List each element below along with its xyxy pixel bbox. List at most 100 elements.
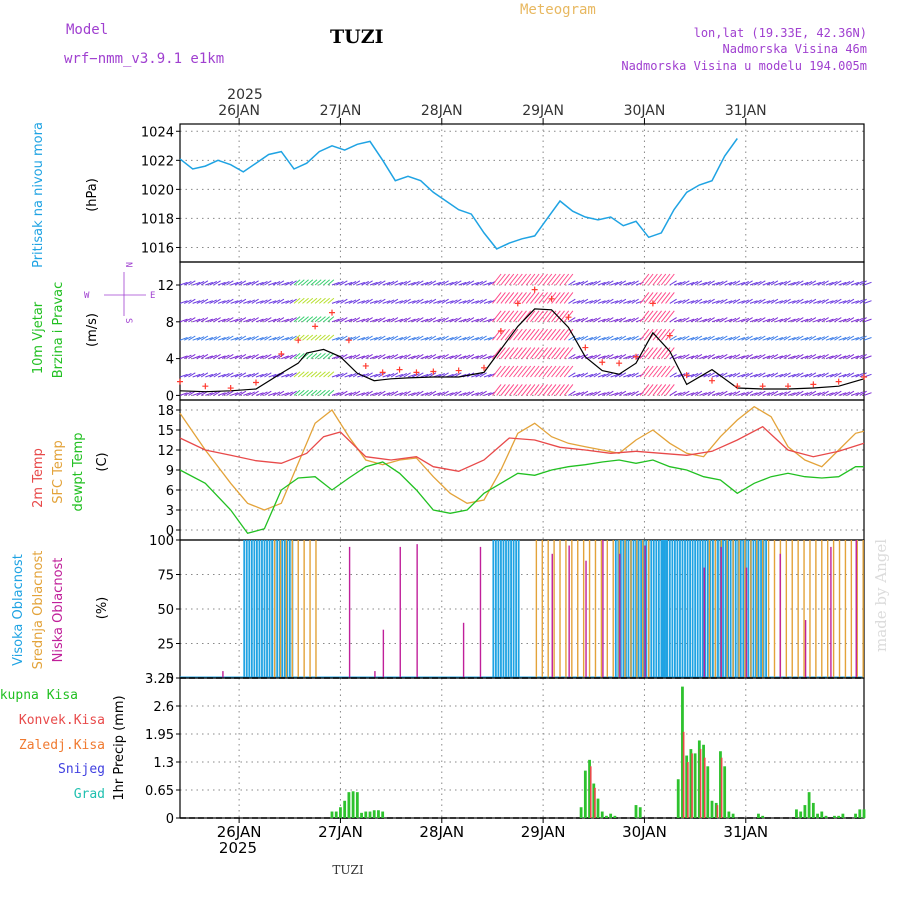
wind-barb — [407, 392, 416, 396]
cloud-mid-bar — [844, 540, 847, 678]
wind-barb — [648, 310, 658, 323]
cloud-high-bar — [696, 540, 699, 678]
wind-barb — [382, 392, 391, 396]
wind-barb — [568, 372, 576, 378]
wind-barb — [749, 281, 758, 286]
wind-barb — [724, 373, 733, 378]
cloud-high-bar — [681, 540, 684, 678]
wind-barb — [255, 392, 264, 396]
wind-barb — [323, 297, 331, 304]
cloud-mid-bar — [714, 540, 717, 678]
y-tick-label: 0 — [166, 524, 174, 539]
wind-barb — [783, 335, 791, 341]
wind-barb — [268, 337, 277, 341]
cloud-low-bar — [479, 546, 482, 678]
wind-barb — [669, 317, 677, 323]
y-tick-label: 1.3 — [153, 756, 174, 771]
wind-barb — [804, 299, 813, 304]
cloud-mid-bar — [797, 540, 799, 678]
wind-barb — [483, 281, 492, 286]
wind-barb — [855, 317, 864, 323]
wind-barb — [310, 371, 318, 378]
wind-barb — [285, 373, 294, 378]
wind-barb — [382, 337, 391, 341]
wind-barb — [230, 300, 239, 304]
wind-barb — [272, 391, 281, 396]
wind-barb — [500, 292, 510, 304]
wind-barb — [222, 336, 230, 341]
wind-barb — [838, 373, 847, 378]
precip-conv-bar — [682, 731, 685, 818]
wind-barb — [517, 273, 527, 286]
wind-barb — [796, 390, 804, 396]
cloud-mid-bar — [565, 540, 567, 678]
wind-barb — [559, 328, 570, 341]
wind-barb — [205, 337, 213, 341]
wind-barb — [808, 335, 817, 341]
wind-barb — [589, 336, 598, 341]
wind-barb — [775, 300, 783, 304]
wind-barb — [238, 317, 247, 323]
wind-barb — [386, 336, 395, 341]
wind-barb — [416, 372, 424, 378]
wind-barb — [652, 384, 662, 396]
wind-barb — [648, 292, 658, 304]
wind-barb — [344, 300, 353, 304]
wind-barb — [555, 310, 565, 323]
precip-total-bar — [824, 815, 828, 818]
wind-barb — [483, 392, 492, 396]
wind-barb — [205, 318, 213, 323]
wind-barb — [272, 373, 281, 378]
cloud-high-axis-title: Visoka Oblacnost — [11, 554, 26, 666]
wind-barb — [471, 392, 479, 396]
wind-barb — [222, 317, 230, 323]
wind-barb — [699, 355, 707, 360]
wind-barb — [542, 273, 553, 286]
wind-barb — [331, 392, 340, 396]
y-tick-label: 1.95 — [145, 728, 174, 743]
cloud-high-bar — [266, 540, 268, 678]
wind-barb — [217, 300, 226, 304]
wind-barb — [454, 280, 462, 286]
pressure-axis-title: Pritisak na nivou mora — [31, 122, 46, 268]
wind-barb — [720, 317, 728, 323]
wind-barb — [458, 300, 467, 304]
wind-barb — [272, 299, 281, 304]
wind-barb — [496, 365, 506, 378]
wind-barb — [433, 281, 441, 286]
cloud-mid-bar — [577, 540, 579, 678]
wind-barb — [813, 281, 821, 286]
pressure-line — [179, 138, 738, 250]
wind-barb — [538, 310, 548, 323]
wind-barb — [205, 281, 213, 286]
wind-barb — [247, 336, 256, 341]
precip-total-bar — [381, 811, 385, 818]
cloud-mid-bar — [600, 540, 603, 678]
wind-barb — [310, 279, 318, 286]
precip-conv-bar — [699, 749, 702, 818]
wind-barb — [521, 328, 532, 341]
wind-barb — [331, 300, 340, 304]
wind-barb — [390, 298, 399, 304]
wind-barb — [437, 281, 446, 286]
cloud-high-bar — [510, 540, 512, 678]
wind-barb — [572, 373, 581, 378]
cloud-high-bar — [755, 540, 757, 678]
wind-barb — [770, 390, 779, 396]
wind-barb — [348, 391, 357, 396]
cloud-high-bar — [645, 540, 648, 678]
wind-barb — [504, 347, 515, 359]
wind-barb — [344, 281, 353, 286]
wind-barb — [597, 300, 606, 304]
wind-barb — [462, 336, 471, 341]
wind-barb — [188, 335, 196, 341]
wind-barb — [310, 316, 318, 323]
wind-barb — [593, 390, 601, 396]
wind-barb — [357, 337, 365, 341]
wind-barb — [331, 281, 340, 286]
wind-barb — [441, 372, 449, 378]
wind-barb — [399, 391, 408, 396]
wind-barb — [390, 390, 399, 396]
wind-barb — [737, 337, 745, 341]
wind-barb — [513, 347, 523, 359]
